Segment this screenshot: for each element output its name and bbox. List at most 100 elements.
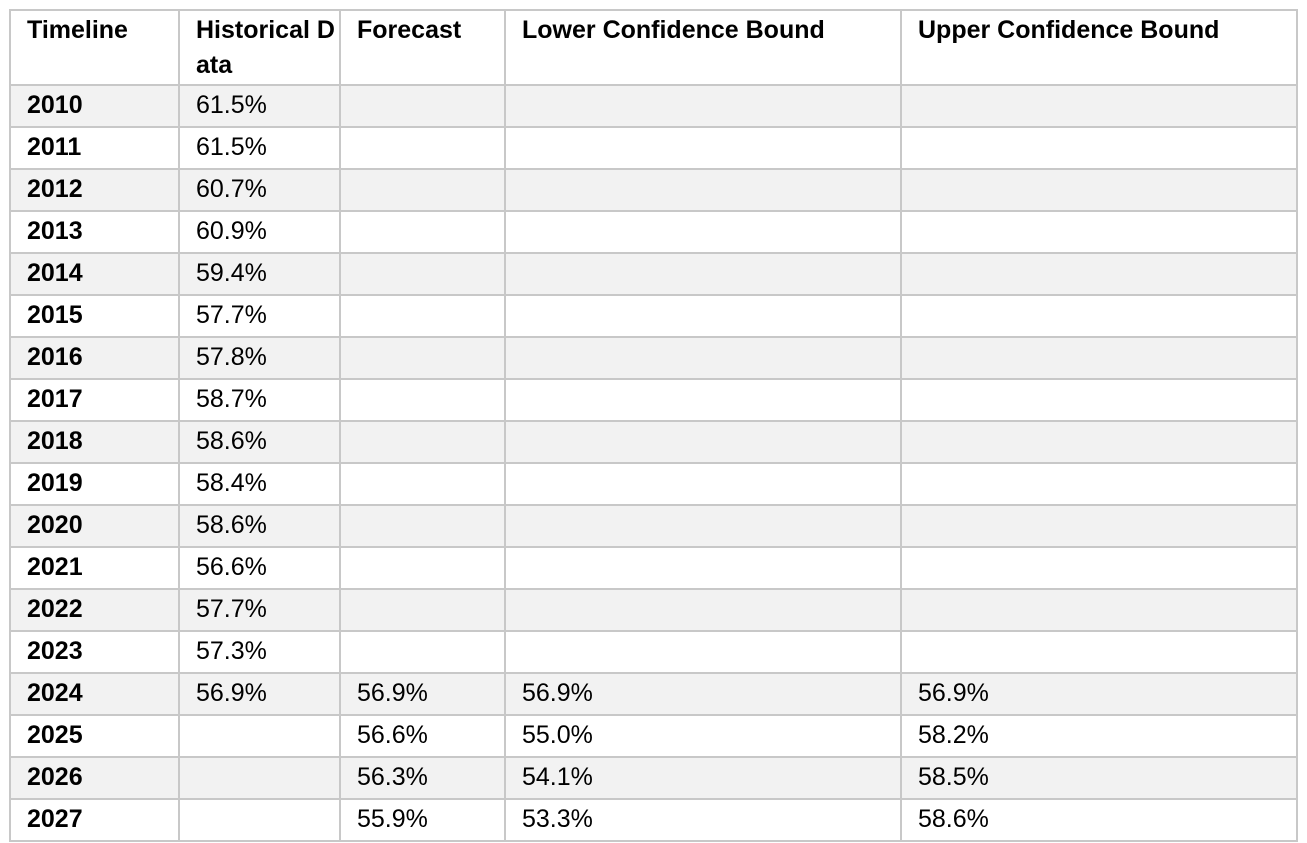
cell-upper-bound	[900, 168, 1298, 212]
cell-timeline: 2014	[9, 252, 180, 296]
table-row: 2011 61.5%	[9, 126, 1298, 170]
cell-timeline: 2021	[9, 546, 180, 590]
table-row: 2010 61.5%	[9, 84, 1298, 128]
cell-upper-bound: 58.2%	[900, 714, 1298, 758]
cell-timeline: 2025	[9, 714, 180, 758]
cell-timeline: 2019	[9, 462, 180, 506]
table-body: 2010 61.5% 2011 61.5% 2012 60.7% 2013 60.9% 2014…	[9, 84, 1298, 842]
table-row: 2024 56.9% 56.9% 56.9% 56.9%	[9, 672, 1298, 716]
cell-upper-bound	[900, 504, 1298, 548]
table-row: 2020 58.6%	[9, 504, 1298, 548]
cell-upper-bound: 58.5%	[900, 756, 1298, 800]
cell-upper-bound	[900, 378, 1298, 422]
table-row: 2023 57.3%	[9, 630, 1298, 674]
cell-forecast	[339, 210, 506, 254]
table-row: 2018 58.6%	[9, 420, 1298, 464]
cell-upper-bound	[900, 294, 1298, 338]
cell-upper-bound	[900, 84, 1298, 128]
cell-forecast: 56.9%	[339, 672, 506, 716]
cell-lower-bound	[504, 462, 902, 506]
cell-upper-bound	[900, 420, 1298, 464]
cell-lower-bound	[504, 630, 902, 674]
cell-upper-bound	[900, 210, 1298, 254]
table-row: 2019 58.4%	[9, 462, 1298, 506]
table-header: Timeline Historical Data Forecast Lower …	[9, 9, 1298, 86]
cell-timeline: 2012	[9, 168, 180, 212]
header-timeline: Timeline	[9, 9, 180, 86]
cell-timeline: 2016	[9, 336, 180, 380]
cell-timeline: 2018	[9, 420, 180, 464]
table-row: 2014 59.4%	[9, 252, 1298, 296]
cell-forecast	[339, 84, 506, 128]
cell-upper-bound	[900, 588, 1298, 632]
cell-historical-data: 61.5%	[178, 126, 341, 170]
header-upper-confidence-bound: Upper Confidence Bound	[900, 9, 1298, 86]
cell-lower-bound	[504, 210, 902, 254]
cell-forecast: 56.3%	[339, 756, 506, 800]
cell-upper-bound: 58.6%	[900, 798, 1298, 842]
cell-lower-bound	[504, 420, 902, 464]
cell-historical-data: 57.7%	[178, 588, 341, 632]
cell-upper-bound	[900, 546, 1298, 590]
forecast-table: Timeline Historical Data Forecast Lower …	[9, 9, 1298, 842]
cell-historical-data: 57.3%	[178, 630, 341, 674]
table-row: 2012 60.7%	[9, 168, 1298, 212]
table-row: 2026 56.3% 54.1% 58.5%	[9, 756, 1298, 800]
cell-forecast	[339, 252, 506, 296]
cell-upper-bound	[900, 462, 1298, 506]
cell-timeline: 2017	[9, 378, 180, 422]
cell-forecast	[339, 588, 506, 632]
header-lower-confidence-bound: Lower Confidence Bound	[504, 9, 902, 86]
cell-timeline: 2015	[9, 294, 180, 338]
cell-historical-data: 56.6%	[178, 546, 341, 590]
table-row: 2017 58.7%	[9, 378, 1298, 422]
cell-lower-bound	[504, 378, 902, 422]
cell-timeline: 2020	[9, 504, 180, 548]
forecast-table-container: Timeline Historical Data Forecast Lower …	[9, 9, 1298, 842]
cell-historical-data	[178, 798, 341, 842]
cell-lower-bound	[504, 252, 902, 296]
cell-forecast	[339, 378, 506, 422]
table-row: 2025 56.6% 55.0% 58.2%	[9, 714, 1298, 758]
cell-forecast	[339, 420, 506, 464]
cell-timeline: 2022	[9, 588, 180, 632]
header-row: Timeline Historical Data Forecast Lower …	[9, 9, 1298, 86]
cell-upper-bound: 56.9%	[900, 672, 1298, 716]
cell-historical-data: 58.4%	[178, 462, 341, 506]
cell-historical-data: 57.8%	[178, 336, 341, 380]
cell-forecast	[339, 168, 506, 212]
cell-lower-bound	[504, 336, 902, 380]
cell-lower-bound	[504, 294, 902, 338]
table-row: 2021 56.6%	[9, 546, 1298, 590]
cell-timeline: 2011	[9, 126, 180, 170]
cell-lower-bound	[504, 588, 902, 632]
cell-upper-bound	[900, 336, 1298, 380]
cell-historical-data	[178, 714, 341, 758]
cell-forecast: 56.6%	[339, 714, 506, 758]
cell-lower-bound	[504, 168, 902, 212]
cell-upper-bound	[900, 630, 1298, 674]
table-row: 2013 60.9%	[9, 210, 1298, 254]
cell-forecast	[339, 462, 506, 506]
cell-timeline: 2026	[9, 756, 180, 800]
cell-lower-bound: 56.9%	[504, 672, 902, 716]
cell-forecast: 55.9%	[339, 798, 506, 842]
cell-forecast	[339, 546, 506, 590]
cell-lower-bound	[504, 504, 902, 548]
cell-forecast	[339, 630, 506, 674]
table-row: 2015 57.7%	[9, 294, 1298, 338]
cell-lower-bound	[504, 546, 902, 590]
cell-lower-bound: 55.0%	[504, 714, 902, 758]
cell-historical-data: 60.7%	[178, 168, 341, 212]
cell-historical-data: 58.6%	[178, 420, 341, 464]
table-row: 2016 57.8%	[9, 336, 1298, 380]
cell-historical-data: 57.7%	[178, 294, 341, 338]
cell-historical-data: 59.4%	[178, 252, 341, 296]
cell-historical-data: 56.9%	[178, 672, 341, 716]
cell-timeline: 2023	[9, 630, 180, 674]
cell-historical-data: 58.7%	[178, 378, 341, 422]
cell-timeline: 2010	[9, 84, 180, 128]
cell-lower-bound: 54.1%	[504, 756, 902, 800]
cell-historical-data	[178, 756, 341, 800]
cell-forecast	[339, 504, 506, 548]
